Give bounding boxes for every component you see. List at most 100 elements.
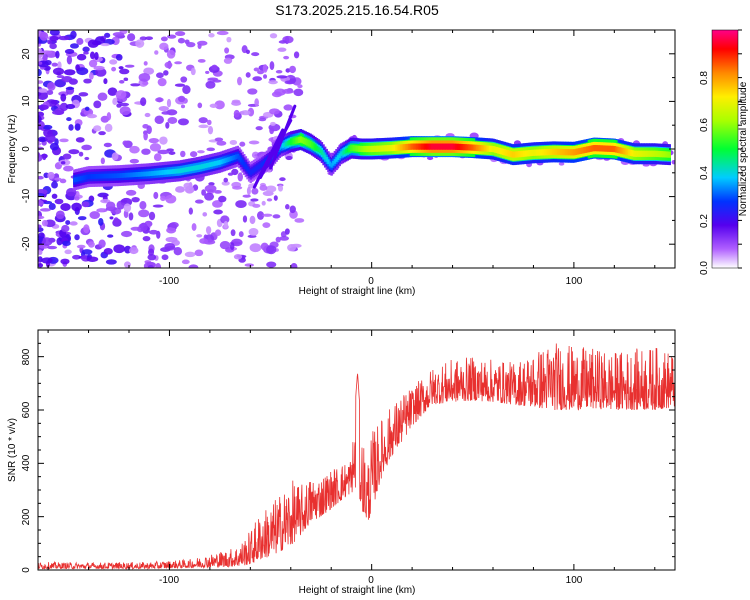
ridge-cell (317, 147, 320, 153)
ridge-cell (257, 164, 261, 170)
ridge-cell (566, 149, 570, 156)
ridge-cell (433, 143, 437, 150)
ridge-cell (338, 153, 341, 159)
ridge-cell (626, 149, 629, 156)
ridge-cell (252, 167, 256, 173)
ridge-cell (176, 168, 180, 174)
noise-speck (166, 98, 172, 108)
noise-speck (89, 51, 95, 60)
ridge-cell (382, 145, 385, 152)
noise-speck (38, 68, 42, 77)
ridge-cell (589, 145, 592, 152)
noise-speck (235, 200, 247, 209)
noise-speck (78, 151, 84, 157)
ridge-cell (535, 149, 539, 156)
ridge-cell (241, 159, 244, 165)
ridge-cell (453, 143, 456, 150)
ridge-cell (222, 158, 225, 164)
noise-speck (223, 220, 229, 229)
ridge-cell (542, 149, 545, 156)
noise-speck (266, 261, 277, 268)
ridge-cell (445, 143, 448, 150)
ridge-cell (167, 169, 170, 175)
noise-speck (115, 54, 123, 61)
ridge-cell (577, 148, 581, 155)
noise-speck (208, 33, 215, 38)
ridge-cell (246, 166, 249, 172)
ridge-cell (484, 145, 487, 152)
ridge-cell (378, 145, 382, 152)
ridge-cell (399, 144, 403, 151)
ridge-cell (463, 144, 466, 151)
noise-speck (197, 150, 205, 154)
ridge-cell (537, 149, 540, 156)
ridge-cell (171, 169, 175, 174)
noise-speck (38, 61, 43, 65)
noise-speck (191, 223, 197, 231)
ridge-cell (401, 144, 405, 151)
ridge-cell (330, 162, 333, 168)
ridge-cell (162, 170, 165, 175)
noise-speck (143, 61, 148, 66)
ridge-cell (210, 161, 214, 167)
ridge-cell (408, 143, 411, 150)
noise-speck (52, 67, 65, 76)
colorbar: 0.0 0.2 0.4 0.6 0.8 Normalized spectral … (699, 29, 749, 275)
ridge-cell (312, 143, 316, 150)
ridge-cell (81, 175, 84, 181)
noise-speck (146, 125, 152, 135)
noise-speck (168, 151, 176, 155)
ridge-cell (482, 145, 485, 152)
ridge-cell (202, 163, 206, 169)
ridge-cell (115, 173, 118, 179)
ridge-cell (658, 150, 662, 158)
noise-speck (38, 104, 49, 111)
ridge-cell (390, 144, 393, 152)
ridge-cell (315, 146, 319, 151)
noise-speck (147, 254, 157, 261)
ridge-cell (605, 145, 608, 152)
noise-speck (266, 198, 273, 202)
noise-speck (123, 77, 129, 82)
ridge-cell (336, 155, 340, 160)
ridge-cell (582, 147, 586, 154)
ridge-cell (586, 146, 589, 153)
noise-speck (167, 116, 178, 124)
ridge-cell (298, 136, 301, 143)
noise-speck (163, 70, 169, 76)
ridge-cell (631, 150, 634, 157)
noise-speck (98, 239, 106, 248)
ridge-cell (476, 144, 479, 151)
noise-speck (38, 115, 42, 124)
noise-speck (197, 58, 206, 63)
noise-speck (204, 184, 217, 193)
ridge-cell (391, 144, 395, 152)
noise-speck (155, 262, 162, 268)
ridge-cell (112, 173, 115, 179)
noise-speck (42, 124, 53, 130)
ridge-cell (563, 149, 566, 156)
noise-speck (266, 245, 277, 255)
ridge-cell (467, 144, 471, 151)
ridge-cell (471, 144, 474, 151)
noise-speck (173, 247, 183, 256)
ridge-cell (607, 145, 610, 152)
ridge-cell (464, 144, 468, 151)
noise-speck (38, 154, 43, 162)
snr-xtick-label: 100 (566, 575, 583, 586)
noise-speck (245, 72, 251, 78)
ridge-cell (610, 145, 613, 152)
noise-speck (275, 236, 281, 243)
noise-speck (59, 138, 69, 143)
noise-speck (73, 196, 80, 201)
ridge-cell (660, 151, 663, 158)
noise-speck (83, 78, 92, 84)
ridge-cell (147, 171, 151, 177)
ridge-cell (95, 173, 99, 179)
ridge-cell (110, 173, 113, 179)
ridge-cell (396, 144, 400, 151)
ridge-cell (179, 168, 183, 173)
noise-speck (112, 32, 125, 37)
ridge-cell (506, 150, 510, 157)
noise-speck (140, 97, 147, 107)
